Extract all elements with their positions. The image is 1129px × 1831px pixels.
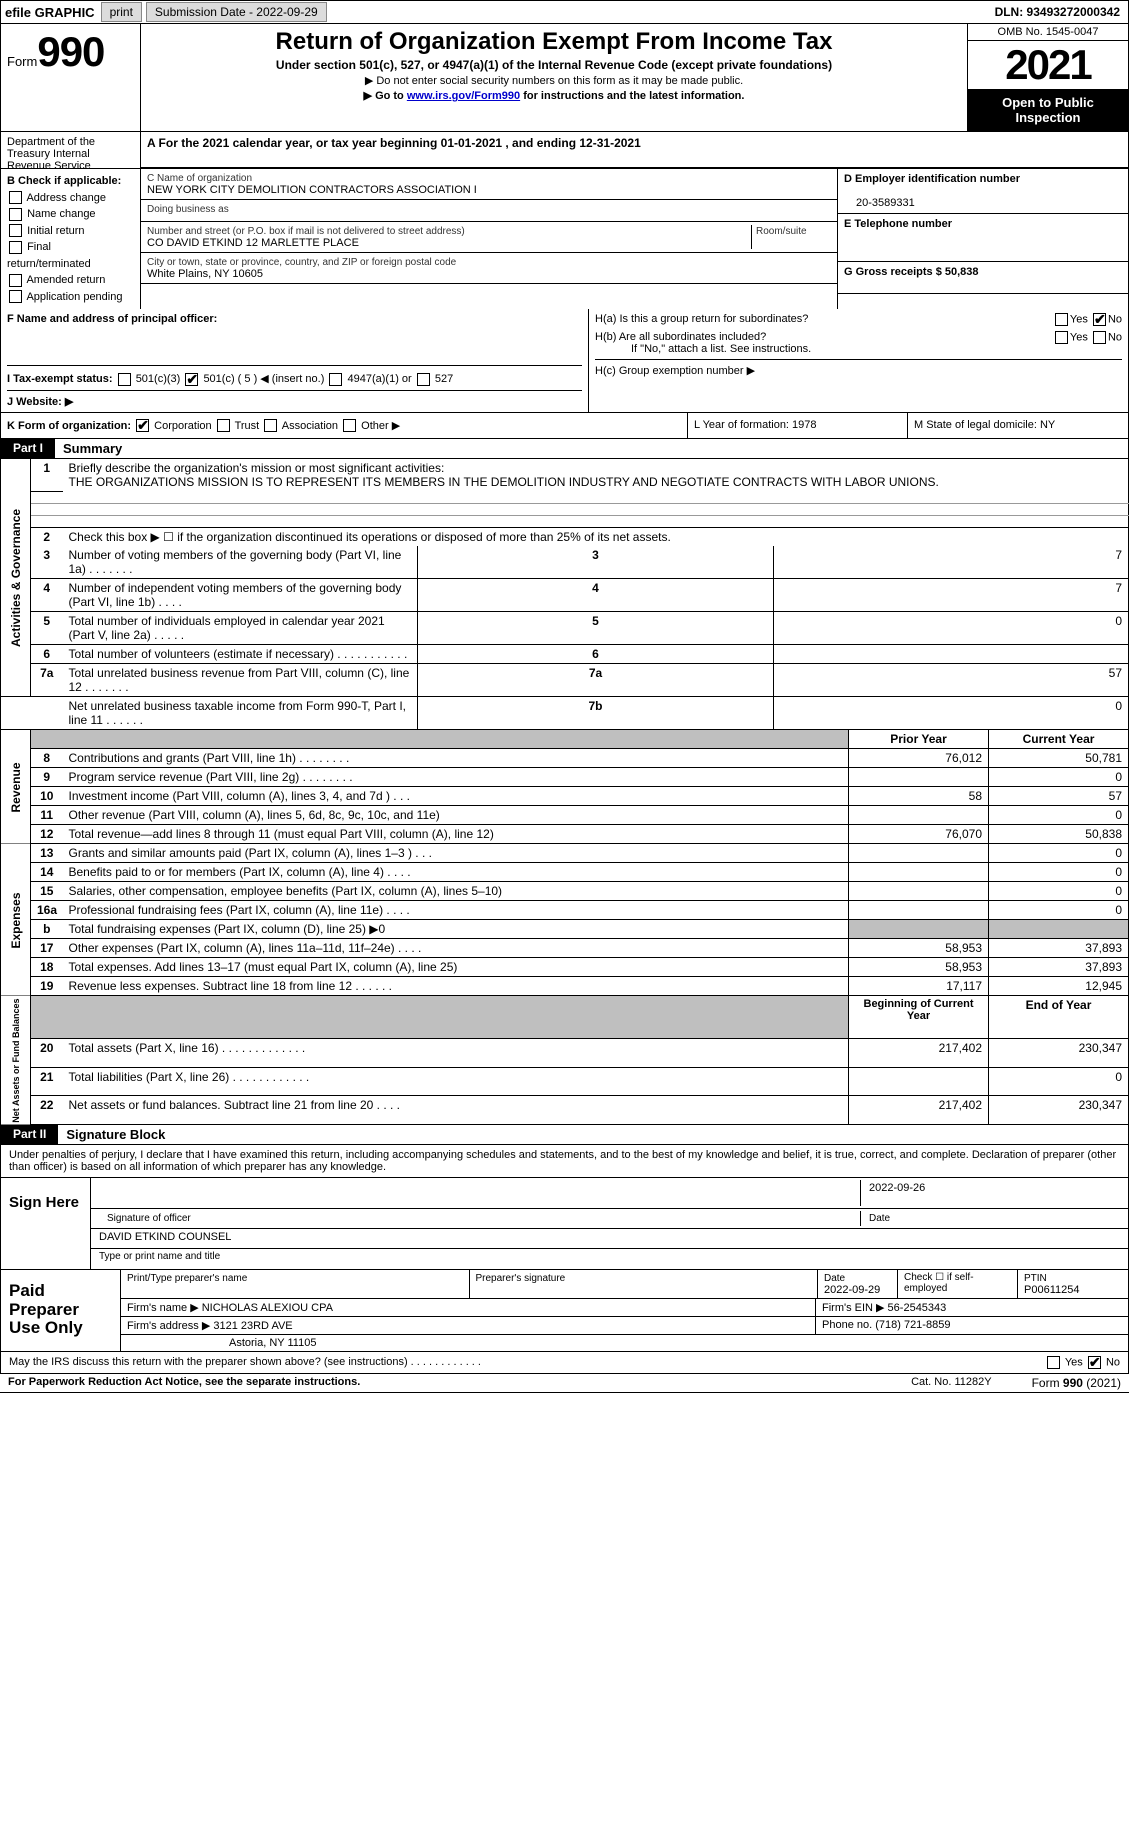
vert-expenses: Expenses [1, 844, 31, 996]
tax-year: 2021 [968, 41, 1128, 89]
cb-final-return[interactable]: Final return/terminated [7, 239, 134, 272]
paid-preparer-block: Paid Preparer Use Only Print/Type prepar… [0, 1270, 1129, 1352]
main-title: Return of Organization Exempt From Incom… [145, 28, 963, 56]
section-c: C Name of organizationNEW YORK CITY DEMO… [141, 169, 838, 309]
sig-date: 2022-09-26 [860, 1180, 1120, 1206]
dept-treasury: Department of the Treasury Internal Reve… [1, 132, 141, 168]
cb-trust[interactable] [217, 419, 230, 432]
submission-date-button[interactable]: Submission Date - 2022-09-29 [146, 2, 327, 22]
title-cell: Return of Organization Exempt From Incom… [141, 24, 968, 131]
cb-corp[interactable] [136, 419, 149, 432]
form-number-cell: Form990 [1, 24, 141, 131]
irs-link[interactable]: www.irs.gov/Form990 [407, 90, 520, 102]
section-h: H(a) Is this a group return for subordin… [588, 309, 1128, 412]
part2-title: Signature Block [58, 1125, 173, 1144]
k-row: K Form of organization: Corporation Trus… [0, 413, 1129, 440]
revenue-table: Revenue Prior Year Current Year 8Contrib… [0, 730, 1129, 844]
firm-address: Firm's address ▶ 3121 23RD AVE [121, 1317, 816, 1334]
gross-receipts: G Gross receipts $ 50,838 [844, 266, 979, 278]
section-m: M State of legal domicile: NY [908, 413, 1128, 439]
year-box: OMB No. 1545-0047 2021 Open to Public In… [968, 24, 1128, 131]
cb-hb-no[interactable] [1093, 331, 1106, 344]
val-4: 7 [773, 578, 1128, 611]
cb-ha-no[interactable] [1093, 313, 1106, 326]
part1-tab: Part I [1, 439, 55, 458]
ein: 20-3589331 [844, 197, 915, 209]
section-l: L Year of formation: 1978 [688, 413, 908, 439]
print-button[interactable]: print [101, 2, 142, 22]
org-city: White Plains, NY 10605 [147, 268, 263, 280]
val-3: 7 [773, 546, 1128, 579]
cat-no: Cat. No. 11282Y [911, 1376, 992, 1390]
info-grid: B Check if applicable: Address change Na… [0, 169, 1129, 309]
cb-other[interactable] [343, 419, 356, 432]
firm-phone: Phone no. (718) 721-8859 [816, 1317, 1128, 1334]
cb-pending[interactable]: Application pending [7, 289, 134, 306]
summary-table: Activities & Governance 1 Briefly descri… [0, 459, 1129, 730]
org-name: NEW YORK CITY DEMOLITION CONTRACTORS ASS… [147, 184, 477, 196]
sign-here-label: Sign Here [1, 1178, 91, 1269]
org-address: CO DAVID ETKIND 12 MARLETTE PLACE [147, 237, 359, 249]
cb-discuss-no[interactable] [1088, 1356, 1101, 1369]
cb-501c3[interactable] [118, 373, 131, 386]
form-number: 990 [37, 28, 104, 75]
firm-name: Firm's name ▶ NICHOLAS ALEXIOU CPA [121, 1299, 816, 1316]
val-7b: 0 [773, 696, 1128, 729]
dept-row: Department of the Treasury Internal Reve… [0, 132, 1129, 169]
note-link: ▶ Go to www.irs.gov/Form990 for instruct… [145, 89, 963, 102]
part1-header: Part I Summary [0, 439, 1129, 459]
principal-row: F Name and address of principal officer:… [0, 309, 1129, 413]
cb-hb-yes[interactable] [1055, 331, 1068, 344]
firm-ein: Firm's EIN ▶ 56-2545343 [816, 1299, 1128, 1316]
part2-header: Part II Signature Block [0, 1125, 1129, 1145]
efile-label: efile GRAPHIC [1, 5, 99, 20]
form-word: Form [7, 54, 37, 69]
paid-preparer-label: Paid Preparer Use Only [1, 1270, 121, 1351]
cb-name-change[interactable]: Name change [7, 206, 134, 223]
cb-address-change[interactable]: Address change [7, 190, 134, 207]
part1-title: Summary [55, 439, 130, 458]
officer-name: DAVID ETKIND COUNSEL [91, 1229, 1128, 1249]
cb-501c[interactable] [185, 373, 198, 386]
part2-tab: Part II [1, 1125, 58, 1144]
cb-527[interactable] [417, 373, 430, 386]
section-k: K Form of organization: Corporation Trus… [1, 413, 688, 439]
declaration: Under penalties of perjury, I declare th… [1, 1145, 1128, 1178]
section-d: D Employer identification number20-35893… [838, 169, 1128, 309]
footer-notice: For Paperwork Reduction Act Notice, see … [0, 1374, 1129, 1393]
val-7a: 57 [773, 663, 1128, 696]
cb-amended[interactable]: Amended return [7, 272, 134, 289]
expenses-table: Expenses 13Grants and similar amounts pa… [0, 844, 1129, 996]
vert-revenue: Revenue [1, 730, 31, 844]
discuss-row: May the IRS discuss this return with the… [0, 1352, 1129, 1374]
section-b: B Check if applicable: Address change Na… [1, 169, 141, 309]
note-ssn: ▶ Do not enter social security numbers o… [145, 74, 963, 87]
val-5: 0 [773, 611, 1128, 644]
net-assets-table: Net Assets or Fund Balances Beginning of… [0, 996, 1129, 1125]
vert-governance: Activities & Governance [1, 459, 31, 696]
tax-period: A For the 2021 calendar year, or tax yea… [141, 132, 1128, 168]
subtitle: Under section 501(c), 527, or 4947(a)(1)… [145, 58, 963, 72]
cb-4947[interactable] [329, 373, 342, 386]
omb-number: OMB No. 1545-0047 [968, 24, 1128, 41]
signature-block: Under penalties of perjury, I declare th… [0, 1145, 1129, 1270]
mission-text: THE ORGANIZATIONS MISSION IS TO REPRESEN… [69, 475, 939, 489]
dln-label: DLN: 93493272000342 [995, 5, 1128, 19]
vert-net: Net Assets or Fund Balances [1, 996, 31, 1125]
header: Form990 Return of Organization Exempt Fr… [0, 24, 1129, 132]
public-inspection: Open to Public Inspection [968, 89, 1128, 131]
cb-discuss-yes[interactable] [1047, 1356, 1060, 1369]
top-bar: efile GRAPHIC print Submission Date - 20… [0, 0, 1129, 24]
cb-ha-yes[interactable] [1055, 313, 1068, 326]
section-f: F Name and address of principal officer:… [1, 309, 588, 412]
cb-assoc[interactable] [264, 419, 277, 432]
cb-initial-return[interactable]: Initial return [7, 223, 134, 240]
val-6 [773, 644, 1128, 663]
